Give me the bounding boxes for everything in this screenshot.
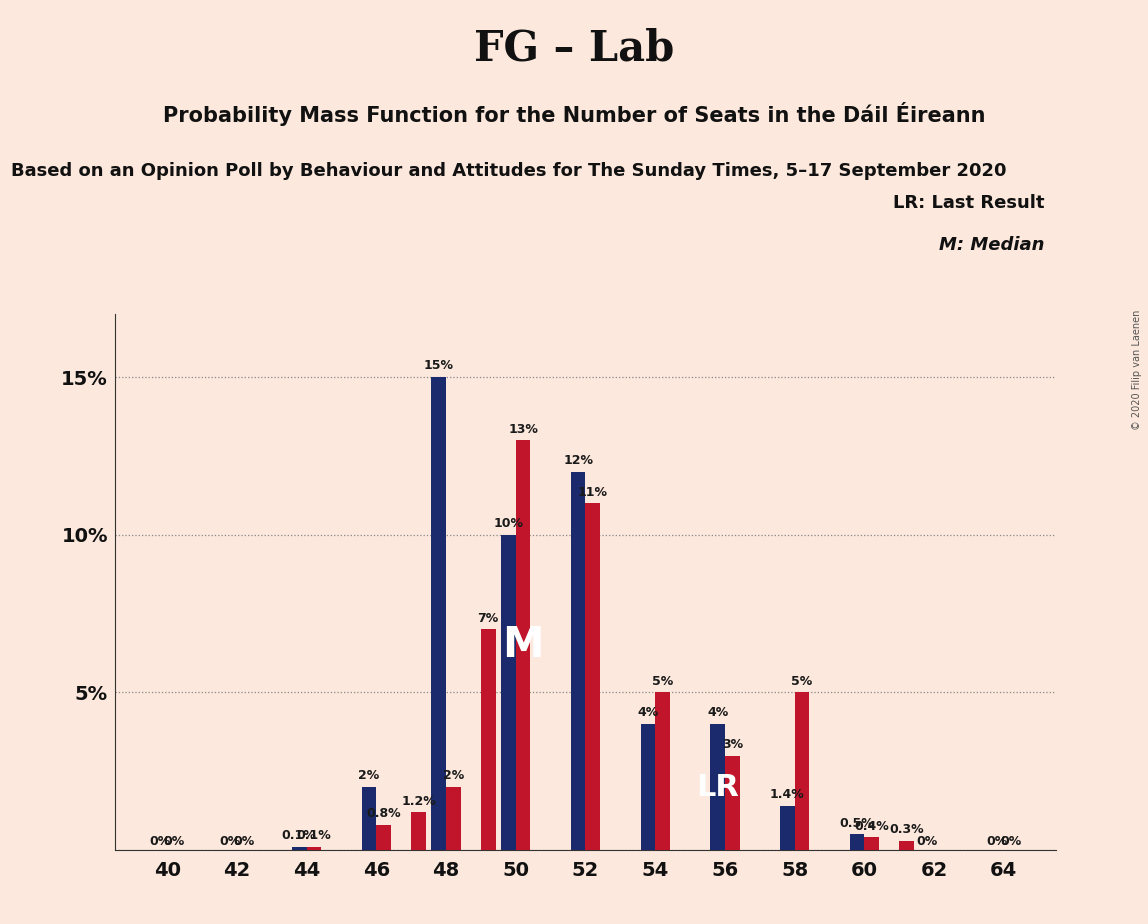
Text: 0%: 0% [149,834,170,847]
Bar [864,837,879,850]
Text: 0%: 0% [986,834,1007,847]
Bar [411,812,426,850]
Bar [711,724,724,850]
Bar [502,535,515,850]
Text: 0.1%: 0.1% [282,829,317,842]
Text: 12%: 12% [564,454,594,467]
Bar [724,756,739,850]
Text: 0.8%: 0.8% [366,808,401,821]
Bar [377,825,391,850]
Text: 2%: 2% [358,770,380,783]
Bar [585,504,600,850]
Text: 2%: 2% [443,770,464,783]
Bar [571,472,585,850]
Bar [481,629,496,850]
Bar [656,692,669,850]
Text: 0%: 0% [164,834,185,847]
Text: 0.5%: 0.5% [839,817,875,830]
Text: Based on an Opinion Poll by Behaviour and Attitudes for The Sunday Times, 5–17 S: Based on an Opinion Poll by Behaviour an… [11,162,1007,179]
Text: 4%: 4% [707,706,728,719]
Text: 13%: 13% [509,422,538,435]
Bar [899,841,914,850]
Bar [292,847,307,850]
Text: 15%: 15% [424,359,453,372]
Text: 0%: 0% [233,834,255,847]
Text: FG – Lab: FG – Lab [474,28,674,69]
Text: 0.1%: 0.1% [296,829,332,842]
Text: 1.2%: 1.2% [401,795,436,808]
Bar [850,834,864,850]
Text: 4%: 4% [637,706,659,719]
Text: 3%: 3% [722,737,743,751]
Text: 0%: 0% [1001,834,1022,847]
Text: 0%: 0% [916,834,938,847]
Text: LR: LR [696,772,739,801]
Bar [794,692,809,850]
Text: © 2020 Filip van Laenen: © 2020 Filip van Laenen [1132,310,1142,430]
Text: 0.4%: 0.4% [854,820,889,833]
Text: 1.4%: 1.4% [770,788,805,801]
Bar [432,377,447,850]
Text: 11%: 11% [577,486,607,499]
Text: 10%: 10% [494,517,523,530]
Text: 0.3%: 0.3% [890,823,924,836]
Text: M: Median: M: Median [939,236,1045,253]
Bar [362,787,377,850]
Text: M: M [503,625,544,666]
Bar [447,787,460,850]
Text: 5%: 5% [791,675,813,687]
Bar [307,847,321,850]
Bar [515,440,530,850]
Text: LR: Last Result: LR: Last Result [893,194,1045,212]
Bar [779,806,794,850]
Text: Probability Mass Function for the Number of Seats in the Dáil Éireann: Probability Mass Function for the Number… [163,102,985,126]
Text: 0%: 0% [219,834,240,847]
Text: 5%: 5% [652,675,673,687]
Text: 7%: 7% [478,612,499,625]
Bar [641,724,656,850]
